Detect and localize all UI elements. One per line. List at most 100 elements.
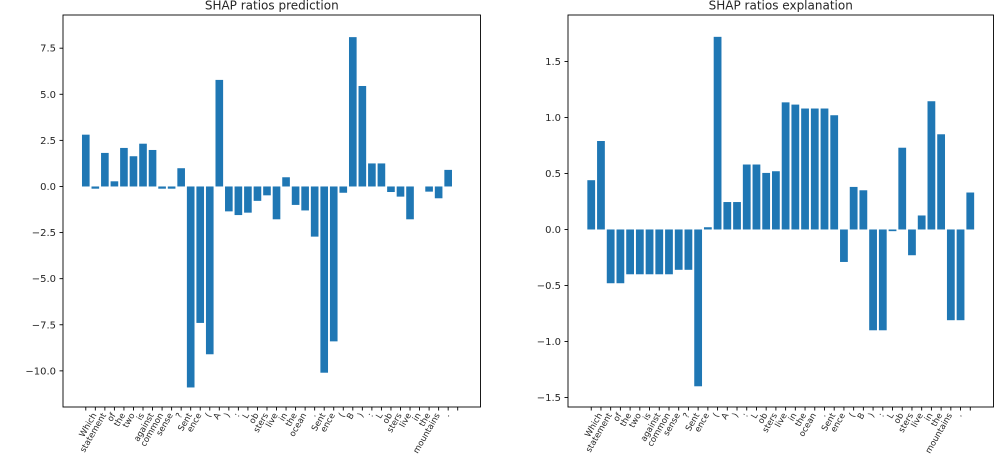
- bar: [148, 149, 157, 187]
- x-tick-label: (: [204, 412, 214, 420]
- bar: [733, 202, 741, 230]
- x-tick-label: in: [278, 412, 291, 424]
- bar: [186, 186, 195, 388]
- y-tick-label: −0.5: [537, 281, 561, 292]
- y-tick-label: 5.0: [40, 90, 56, 101]
- bar: [81, 134, 90, 187]
- bar: [742, 164, 751, 230]
- bar: [348, 37, 357, 187]
- x-tick-label: L: [241, 411, 252, 420]
- bar: [177, 168, 185, 187]
- bar: [329, 186, 338, 342]
- x-tick-label: ): [731, 412, 741, 420]
- bar: [956, 229, 965, 321]
- x-tick-label: ): [867, 412, 877, 420]
- y-tick-label: −1.5: [537, 393, 561, 404]
- bar: [616, 229, 625, 284]
- y-tick-label: 0.5: [545, 169, 561, 180]
- x-tick-label: L: [750, 411, 761, 420]
- bar: [120, 147, 128, 187]
- x-tick-label: L: [374, 411, 385, 420]
- bars-group: [587, 36, 975, 387]
- bar: [320, 186, 329, 373]
- x-tick-label: ?: [174, 412, 185, 421]
- bar: [655, 229, 664, 275]
- bar: [291, 186, 300, 205]
- bar: [645, 229, 654, 275]
- bar: [244, 186, 252, 213]
- x-tick-label: in: [411, 412, 424, 424]
- bar: [869, 229, 877, 331]
- bar: [263, 186, 271, 196]
- bar: [606, 229, 615, 284]
- y-axis: 1.5 1.0 0.5 0.0 −0.5 −1.0 −1.5: [537, 57, 568, 404]
- bar: [196, 186, 205, 323]
- chart-title: SHAP ratios explanation: [709, 0, 853, 13]
- chart-title: SHAP ratios prediction: [205, 0, 339, 13]
- x-tick-label: .: [442, 412, 452, 419]
- bars-group: [81, 37, 452, 388]
- x-tick-label: :: [877, 412, 887, 419]
- bar: [772, 171, 780, 230]
- y-tick-label: −10.0: [25, 366, 56, 377]
- bar: [597, 141, 605, 230]
- x-tick-label: B: [856, 411, 868, 421]
- x-tick-label: is: [135, 411, 147, 422]
- bar: [762, 172, 771, 230]
- bar: [377, 163, 386, 187]
- x-tick-label: (: [847, 412, 857, 420]
- x-tick-label: ): [356, 412, 366, 420]
- x-tick-label: A: [720, 411, 732, 421]
- bar: [830, 115, 839, 230]
- bar: [820, 108, 829, 230]
- bar: [587, 180, 596, 230]
- bar: [167, 186, 176, 189]
- bar: [849, 186, 858, 230]
- bar: [937, 134, 946, 230]
- x-tick-label: B: [345, 411, 357, 421]
- bar: [781, 102, 790, 230]
- bar: [101, 152, 109, 187]
- bar: [310, 186, 319, 237]
- x-tick-label: (: [711, 412, 721, 420]
- x-tick-label: :: [366, 412, 376, 419]
- bar: [282, 177, 290, 187]
- bar: [396, 186, 405, 197]
- bar: [215, 79, 224, 187]
- bar: [91, 186, 100, 189]
- y-tick-label: 0.0: [545, 225, 561, 236]
- bar: [665, 229, 673, 275]
- y-tick-label: −5.0: [32, 274, 56, 285]
- bar: [434, 186, 443, 199]
- x-tick-label: .: [819, 412, 829, 419]
- bar: [272, 186, 281, 220]
- bar: [110, 181, 119, 187]
- bar: [139, 143, 147, 187]
- y-tick-label: −2.5: [32, 228, 56, 239]
- bar: [674, 229, 683, 270]
- chart-prediction: 7.55.02.50.0−2.5−5.0−7.5−10.0Whichstatem…: [25, 0, 481, 455]
- x-tick-label: :: [741, 412, 751, 419]
- bar: [908, 229, 916, 256]
- bar: [966, 192, 975, 230]
- y-tick-label: −1.0: [537, 337, 561, 348]
- bar: [810, 108, 819, 230]
- bar: [723, 202, 732, 230]
- y-tick-label: 0.0: [40, 182, 56, 193]
- y-axis: 7.5 5.0 2.5 0.0 −2.5 −5.0 −7.5 −10.0: [25, 44, 63, 377]
- bar: [234, 186, 243, 216]
- x-tick-label: in: [787, 412, 800, 424]
- x-tick-label: :: [232, 412, 242, 419]
- bar: [791, 104, 800, 230]
- bar: [406, 186, 414, 220]
- axes-spines: [62, 14, 481, 408]
- x-tick-label: A: [212, 411, 224, 421]
- y-tick-label: 1.0: [545, 113, 561, 124]
- bar: [898, 147, 907, 230]
- x-tick-label: is: [642, 411, 654, 422]
- bar: [946, 229, 955, 321]
- bar: [158, 186, 166, 189]
